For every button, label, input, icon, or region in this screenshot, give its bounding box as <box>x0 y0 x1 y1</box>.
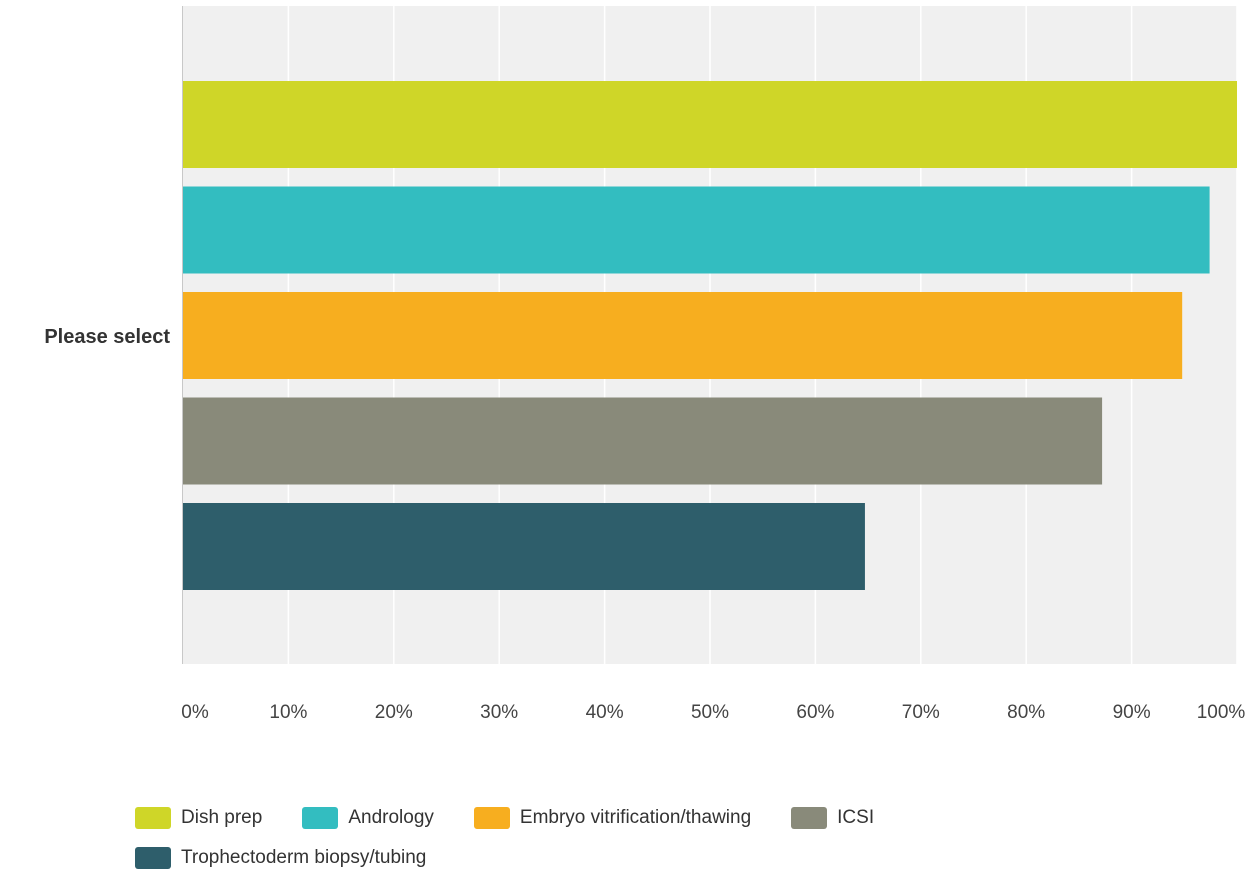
legend-swatch <box>135 847 171 869</box>
legend: Dish prep Andrology Embryo vitrification… <box>135 804 1135 872</box>
bar-trophectoderm-biopsy-tubing[interactable] <box>183 503 865 590</box>
x-tick-label: 90% <box>1113 702 1151 723</box>
x-tick-label: 60% <box>796 702 834 723</box>
x-tick-label: 70% <box>902 702 940 723</box>
bar-embryo-vitrification-thawing[interactable] <box>183 292 1183 379</box>
x-tick-label: 100% <box>1197 702 1245 723</box>
bars <box>183 81 1237 590</box>
legend-item-trophectoderm-biopsy[interactable]: Trophectoderm biopsy/tubing <box>135 844 426 872</box>
legend-label: Andrology <box>348 807 434 828</box>
legend-item-dish-prep[interactable]: Dish prep <box>135 804 262 832</box>
x-tick-label: 20% <box>375 702 413 723</box>
legend-item-embryo-vitrification[interactable]: Embryo vitrification/thawing <box>473 804 752 832</box>
bar-icsi[interactable] <box>183 397 1103 485</box>
x-tick-label: 0% <box>181 702 209 723</box>
legend-swatch <box>302 807 339 829</box>
legend-item-icsi[interactable]: ICSI <box>791 804 874 832</box>
x-tick-label: 40% <box>586 702 624 723</box>
legend-swatch <box>135 807 171 829</box>
bar-chart: Please select 0% 10% 20% 30% 40% 50% 60% 70% 80%… <box>44 6 1245 723</box>
x-tick-label: 10% <box>269 702 307 723</box>
x-tick-label: 80% <box>1007 702 1045 723</box>
category-label: Please select <box>44 326 170 348</box>
legend-label: ICSI <box>837 807 875 828</box>
legend-label: Dish prep <box>181 807 263 828</box>
legend-label: Trophectoderm biopsy/tubing <box>181 847 427 868</box>
legend-swatch <box>791 807 828 829</box>
bar-andrology[interactable] <box>183 186 1210 274</box>
legend-item-andrology[interactable]: Andrology <box>302 804 434 832</box>
x-axis-ticks: 0% 10% 20% 30% 40% 50% 60% 70% 80% 90% 100% <box>181 702 1245 723</box>
x-tick-label: 30% <box>480 702 518 723</box>
legend-label: Embryo vitrification/thawing <box>519 807 752 828</box>
legend-swatch <box>473 807 510 829</box>
bar-dish-prep[interactable] <box>183 81 1237 168</box>
x-tick-label: 50% <box>691 702 729 723</box>
